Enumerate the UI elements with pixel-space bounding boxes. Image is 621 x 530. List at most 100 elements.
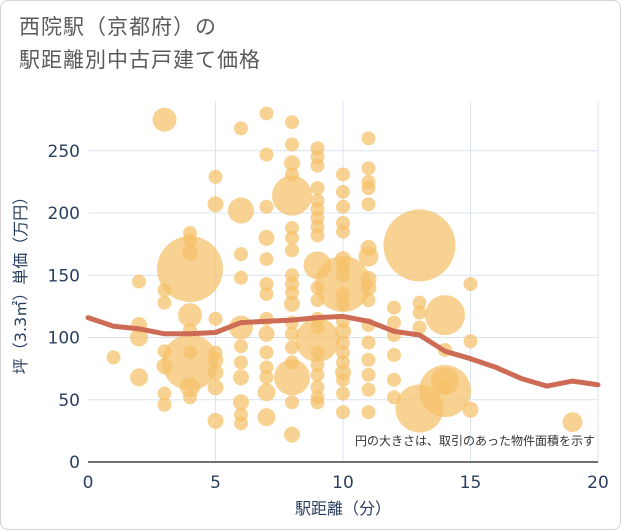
trend-line — [85, 313, 601, 389]
bubble — [234, 339, 248, 354]
bubble — [412, 305, 427, 320]
chart-title-line2: 駅距離別中古戸建て価格 — [19, 48, 261, 72]
x-tick-label: 5 — [210, 473, 221, 493]
bubble — [285, 115, 299, 130]
bubble — [463, 276, 478, 291]
bubble — [361, 181, 376, 196]
chart-title-line1: 西院駅（京都府）の — [19, 15, 217, 39]
bubble — [361, 382, 376, 397]
bubble — [157, 386, 172, 401]
chart-title: 西院駅（京都府）の 駅距離別中古戸建て価格 — [19, 11, 261, 77]
bubble — [285, 230, 299, 245]
bubble — [387, 315, 401, 330]
bubble — [361, 161, 376, 176]
bubble — [274, 359, 310, 396]
bubble — [234, 121, 248, 136]
bubble — [387, 372, 401, 387]
bubble — [310, 395, 325, 410]
bubble — [259, 147, 274, 162]
y-tick-label: 50 — [58, 391, 80, 411]
bubble — [257, 408, 276, 427]
bubble — [208, 311, 223, 326]
bubble — [336, 345, 350, 360]
x-axis-title: 駅距離（分） — [295, 499, 391, 518]
bubble — [361, 405, 376, 420]
bubble — [295, 318, 340, 363]
bubble — [285, 137, 299, 152]
bubble — [132, 274, 146, 289]
bubble — [183, 390, 197, 405]
bubble — [315, 255, 371, 312]
bubble — [157, 283, 172, 298]
bubble — [258, 325, 275, 342]
bubble — [285, 326, 299, 341]
bubble — [152, 107, 177, 132]
bubble — [361, 367, 376, 382]
bubble — [228, 197, 254, 224]
bubble — [336, 224, 350, 239]
bubble — [157, 397, 172, 412]
bubble — [180, 377, 200, 398]
bubble — [336, 372, 350, 387]
bubble — [310, 345, 325, 360]
bubble — [360, 279, 377, 296]
bubble — [259, 360, 274, 375]
trend-line-group — [85, 313, 601, 389]
bubble — [336, 296, 350, 311]
bubble — [310, 228, 325, 243]
bubble — [257, 383, 276, 402]
bubble — [335, 323, 351, 340]
bubble — [259, 276, 274, 291]
bubble — [178, 303, 202, 328]
bubble — [310, 280, 325, 295]
bubble — [284, 295, 300, 312]
bubble — [284, 426, 300, 443]
bubble — [284, 155, 300, 172]
bubble — [336, 286, 350, 301]
bubble — [207, 364, 224, 381]
bubble — [233, 394, 249, 411]
x-tick-label: 10 — [332, 473, 354, 493]
bubble — [259, 345, 274, 360]
bubble — [462, 401, 479, 418]
bubble — [361, 131, 376, 146]
bubble — [387, 347, 401, 362]
bubble — [463, 334, 478, 349]
bubble — [310, 158, 325, 173]
bubble — [106, 350, 121, 365]
bubble — [361, 335, 376, 350]
bubble — [272, 175, 312, 216]
bubble — [425, 295, 465, 336]
bubble — [234, 247, 248, 262]
bubble — [208, 169, 223, 184]
bubble — [336, 405, 350, 420]
bubble — [285, 285, 299, 300]
bubble — [336, 167, 350, 182]
size-note: 円の大きさは、取引のあった物件面積を示す — [355, 433, 595, 448]
bubble — [395, 384, 444, 433]
y-axis-title: 坪（3.3㎡）単価（万円） — [11, 189, 30, 374]
bubble — [285, 220, 299, 235]
bubble — [258, 229, 275, 246]
bubble — [234, 270, 248, 285]
bubble — [234, 355, 248, 370]
bubble — [157, 236, 223, 303]
bubble — [285, 243, 299, 258]
bubble — [336, 335, 350, 350]
bubble — [412, 320, 427, 335]
bubbles — [106, 106, 583, 443]
y-tick-label: 0 — [69, 453, 80, 473]
bubble — [285, 395, 299, 410]
bubble — [310, 181, 325, 196]
bubble — [310, 293, 325, 308]
bubble — [310, 380, 325, 395]
bubble — [336, 184, 350, 199]
bubble — [259, 286, 274, 301]
bubble — [207, 351, 224, 368]
bubble — [387, 300, 401, 315]
bubble — [234, 416, 248, 431]
bubble — [259, 199, 274, 214]
bubble — [361, 352, 376, 367]
bubble — [259, 370, 274, 385]
